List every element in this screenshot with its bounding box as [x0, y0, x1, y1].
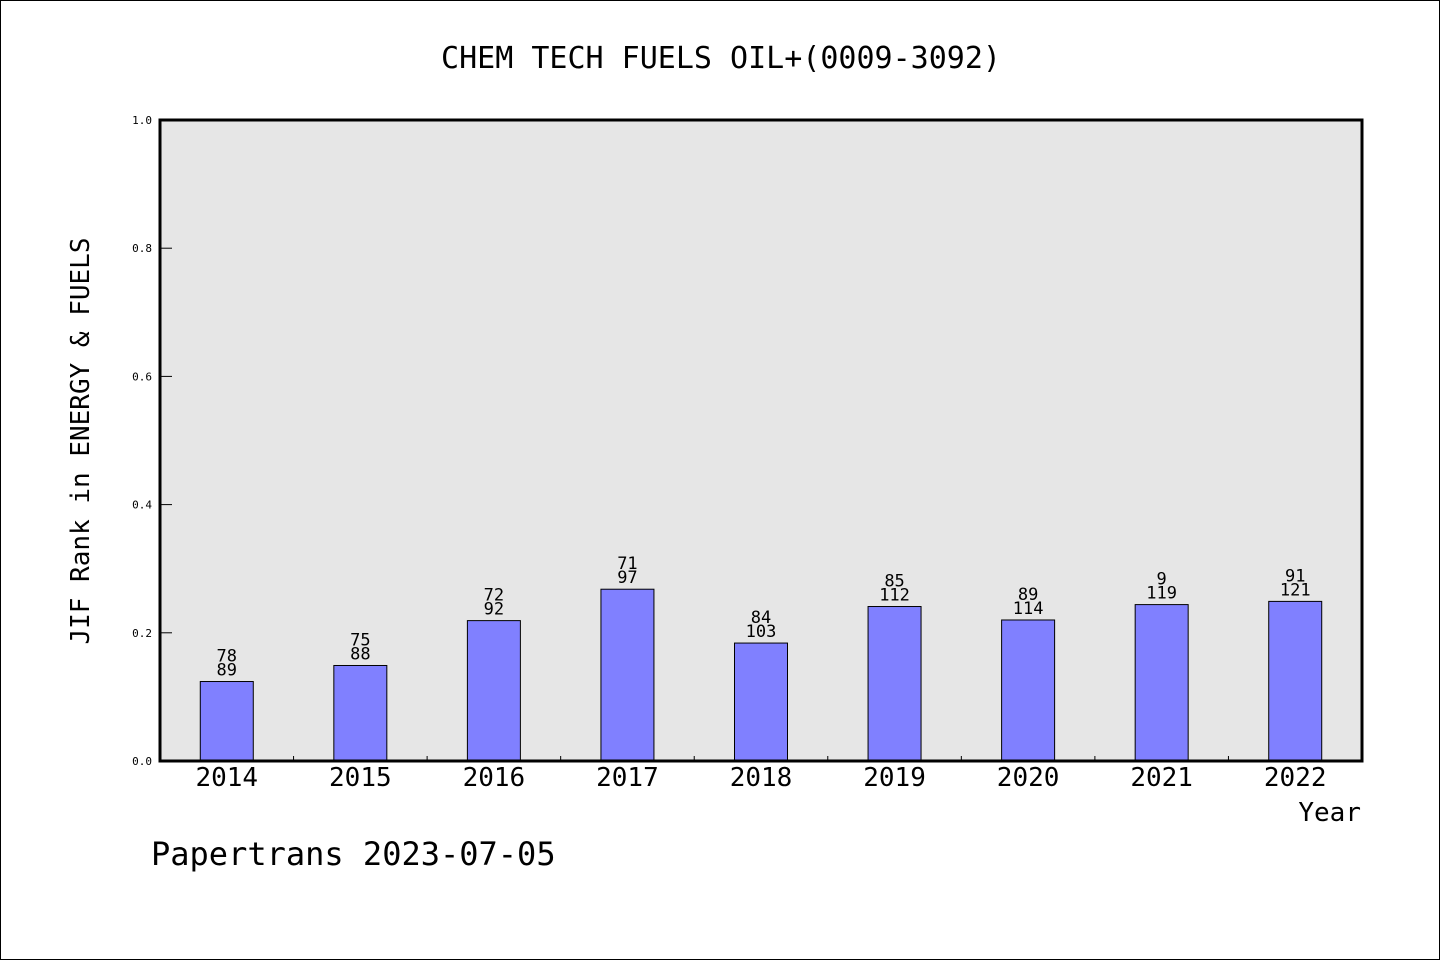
bar-total-label: 121 [1280, 580, 1311, 600]
footer-text: Papertrans 2023-07-05 [151, 835, 556, 873]
bar [466, 620, 521, 762]
x-tick-label: 2021 [1130, 763, 1193, 793]
bar [199, 681, 254, 762]
x-tick-label: 2015 [329, 763, 392, 793]
bar-total-label: 97 [617, 568, 637, 588]
x-tick-label: 2020 [997, 763, 1060, 793]
y-tick-label: 0.2 [132, 627, 152, 640]
x-axis: 2014 2015 2016 2017 2018 2019 2020 2021 2022 [195, 756, 1327, 793]
x-tick-label: 2022 [1264, 763, 1327, 793]
y-axis-label: JIF Rank in ENERGY & FUELS [66, 238, 96, 645]
bar-rank-label: 75 [350, 630, 370, 650]
bar [333, 664, 388, 762]
bar [1134, 604, 1189, 762]
bar [1001, 619, 1056, 762]
bar-total-label: 88 [350, 644, 370, 664]
y-tick-label: 0.8 [132, 242, 152, 255]
y-tick-label: 0.4 [132, 499, 152, 512]
y-tick-label: 0.6 [132, 370, 152, 383]
chart-title: CHEM TECH FUELS OIL+(0009-3092) [441, 41, 1001, 76]
x-tick-label: 2016 [463, 763, 526, 793]
bar-rank-label: 91 [1285, 566, 1305, 586]
x-axis-label: Year [1298, 798, 1361, 828]
bar-rank-label: 9 [1157, 570, 1167, 590]
y-axis: 0.0 0.2 0.4 0.6 0.8 1.0 [132, 114, 172, 768]
y-tick-label: 1.0 [132, 114, 152, 127]
plot-frame [158, 118, 1364, 763]
y-tick-label: 0.0 [132, 755, 152, 768]
bar-rank-label: 85 [884, 572, 904, 592]
bar-rank-label: 72 [484, 586, 504, 606]
bar-rank-label: 71 [617, 554, 637, 574]
bar-rank-label: 78 [217, 647, 237, 667]
x-tick-label: 2014 [195, 763, 258, 793]
bar-total-label: 89 [217, 661, 237, 681]
bar-total-label: 119 [1146, 584, 1177, 604]
x-tick-label: 2017 [596, 763, 659, 793]
x-tick-label: 2019 [863, 763, 926, 793]
bar [734, 642, 788, 762]
bar [600, 588, 655, 762]
bar-total-label: 92 [484, 600, 504, 620]
x-tick-label: 2018 [730, 763, 793, 793]
bar-rank-label: 84 [751, 608, 771, 628]
bar [1268, 600, 1323, 762]
bar-total-label: 112 [879, 586, 910, 606]
bar [867, 606, 922, 762]
bar-total-label: 103 [746, 622, 777, 642]
bar-total-label: 114 [1013, 599, 1044, 619]
bar-rank-label: 89 [1018, 585, 1038, 605]
